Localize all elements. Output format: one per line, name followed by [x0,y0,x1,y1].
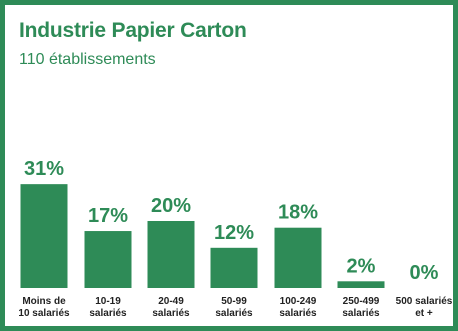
category-label: 250-499 salariés [342,296,380,319]
chart-subtitle: 110 établissements [19,51,156,68]
chart-title: Industrie Papier Carton [19,19,247,42]
data-label: 20% [151,195,191,217]
bar [20,184,68,288]
data-label: 0% [410,262,439,284]
category-label: 10-19 salariés [89,296,127,319]
category-label: 50-99 salariés [215,296,253,319]
bar [210,247,258,288]
data-label: 17% [88,205,128,227]
data-label: 18% [278,202,318,224]
bar [147,221,195,288]
bar [337,281,385,288]
data-label: 31% [24,158,64,180]
category-label: 500 salariés et + [396,296,453,319]
category-label: 100-249 salariés [279,296,317,319]
bar [84,231,132,288]
category-label: 20-49 salariés [152,296,190,319]
bar [274,227,322,288]
category-label: Moins de 10 salariés [18,296,70,319]
data-label: 2% [347,255,376,277]
data-label: 12% [214,222,254,244]
